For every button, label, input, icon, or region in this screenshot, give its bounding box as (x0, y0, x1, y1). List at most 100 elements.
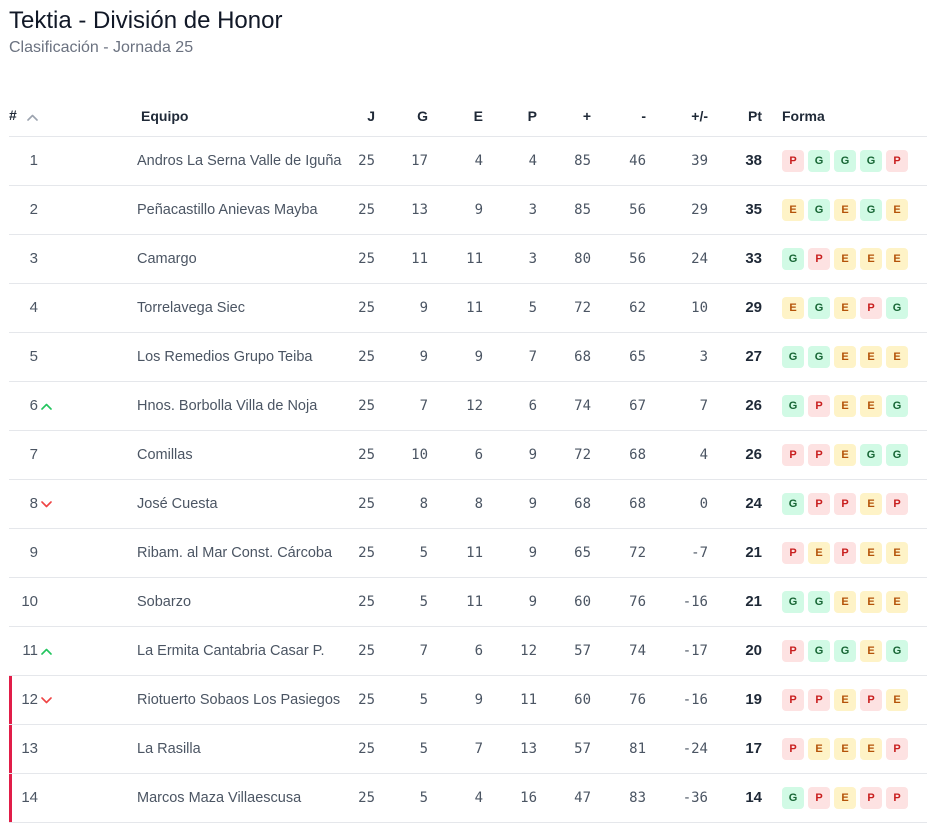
form-badge: G (834, 149, 856, 172)
team-name[interactable]: Riotuerto Sobaos Los Pasiegos (73, 675, 350, 725)
table-row[interactable]: 4 Torrelavega Siec 25 9 11 5 72 62 10 29 E G E P G (9, 283, 927, 333)
col-header-goals-for[interactable]: + (537, 96, 591, 137)
form-badge: G (782, 590, 804, 613)
won-cell: 5 (375, 528, 428, 578)
team-name[interactable]: Andros La Serna Valle de Iguña (73, 136, 350, 186)
table-row[interactable]: 14 Marcos Maza Villaescusa 25 5 4 16 47 83 -36 14… (9, 773, 927, 823)
goals-for-cell: 72 (537, 430, 591, 480)
form-badge: G (808, 639, 830, 662)
trend-up-icon (41, 648, 55, 655)
team-name[interactable]: Ribam. al Mar Const. Cárcoba (73, 528, 350, 578)
lost-cell: 4 (483, 136, 537, 186)
form-badge: E (834, 394, 856, 417)
col-header-points[interactable]: Pt (708, 96, 762, 137)
table-row[interactable]: 12 Riotuerto Sobaos Los Pasiegos 25 5 9 11 60 7… (9, 675, 927, 725)
won-cell: 5 (375, 773, 428, 823)
team-name[interactable]: Torrelavega Siec (73, 283, 350, 333)
table-row[interactable]: 3 Camargo 25 11 11 3 80 56 24 33 G P E E E (9, 234, 927, 284)
team-name[interactable]: Peñacastillo Anievas Mayba (73, 185, 350, 235)
goal-diff-cell: -7 (646, 528, 708, 578)
team-name[interactable]: Hnos. Borbolla Villa de Noja (73, 381, 350, 431)
won-cell: 5 (375, 724, 428, 774)
team-name[interactable]: La Rasilla (73, 724, 350, 774)
form-badge: E (782, 198, 804, 221)
form-badge: E (860, 541, 882, 564)
goals-against-cell: 68 (591, 479, 646, 529)
table-row[interactable]: 9 Ribam. al Mar Const. Cárcoba 25 5 11 9 65 72-… (9, 528, 927, 578)
lost-cell: 9 (483, 577, 537, 627)
page-subtitle: Clasificación - Jornada 25 (9, 39, 194, 56)
goals-against-cell: 74 (591, 626, 646, 676)
position-value: 11 (22, 642, 38, 659)
goals-against-cell: 76 (591, 675, 646, 725)
form-badge: P (808, 394, 830, 417)
form-badge: P (808, 247, 830, 270)
table-row[interactable]: 11 La Ermita Cantabria Casar P. 25 7 6 12 57 74… (9, 626, 927, 676)
form-badge: E (860, 639, 882, 662)
col-header-form[interactable]: Forma (762, 96, 927, 137)
lost-cell: 3 (483, 234, 537, 284)
table-row[interactable]: 2 Peñacastillo Anievas Mayba 25 13 9 3 85 56 29 3… (9, 185, 927, 235)
form-badge: P (808, 443, 830, 466)
won-cell: 9 (375, 283, 428, 333)
drawn-cell: 11 (428, 577, 483, 627)
lost-cell: 3 (483, 185, 537, 235)
col-header-team[interactable]: Equipo (73, 96, 350, 137)
col-header-played[interactable]: J (350, 96, 375, 137)
form-badge: G (782, 394, 804, 417)
team-name[interactable]: La Ermita Cantabria Casar P. (73, 626, 350, 676)
form-badge: P (886, 737, 908, 760)
form-badge: E (860, 247, 882, 270)
form-badge: P (782, 639, 804, 662)
points-cell: 26 (708, 430, 762, 480)
chevron-up-icon[interactable] (26, 108, 38, 124)
table-row[interactable]: 6 Hnos. Borbolla Villa de Noja 25 7 12 6 74 67 7… (9, 381, 927, 431)
col-header-goals-against[interactable]: - (591, 96, 646, 137)
table-row[interactable]: 13 La Rasilla 25 5 7 13 57 81 -24 17 P E E E P (9, 724, 927, 774)
team-name[interactable]: Marcos Maza Villaescusa (73, 773, 350, 823)
table-row[interactable]: 8 José Cuesta 25 8 8 9 68 68 0 24 G P P E P (9, 479, 927, 529)
col-header-position[interactable]: # (9, 96, 73, 137)
position-cell: 13 (9, 724, 73, 774)
position-value: 2 (29, 201, 38, 218)
form-badge: E (860, 590, 882, 613)
goal-diff-cell: 39 (646, 136, 708, 186)
col-header-won[interactable]: G (375, 96, 428, 137)
col-header-lost[interactable]: P (483, 96, 537, 137)
goals-for-cell: 60 (537, 675, 591, 725)
col-header-drawn[interactable]: E (428, 96, 483, 137)
drawn-cell: 4 (428, 773, 483, 823)
form-badge: E (834, 296, 856, 319)
won-cell: 13 (375, 185, 428, 235)
position-value: 6 (29, 397, 38, 414)
won-cell: 11 (375, 234, 428, 284)
table-header-row: # Equipo J G E P + - +/- Pt Forma (9, 96, 927, 137)
team-name[interactable]: Comillas (73, 430, 350, 480)
team-name[interactable]: José Cuesta (73, 479, 350, 529)
team-name[interactable]: Sobarzo (73, 577, 350, 627)
goals-for-cell: 68 (537, 332, 591, 382)
form-badge: E (834, 737, 856, 760)
team-name[interactable]: Los Remedios Grupo Teiba (73, 332, 350, 382)
team-name[interactable]: Camargo (73, 234, 350, 284)
table-row[interactable]: 10 Sobarzo 25 5 11 9 60 76 -16 21 G G E E E (9, 577, 927, 627)
table-row[interactable]: 7 Comillas 25 10 6 9 72 68 4 26 P P E G G (9, 430, 927, 480)
points-cell: 33 (708, 234, 762, 284)
points-cell: 19 (708, 675, 762, 725)
form-badge: G (782, 492, 804, 515)
table-row[interactable]: 5 Los Remedios Grupo Teiba 25 9 9 7 68 65 3 27 G G E… (9, 332, 927, 382)
lost-cell: 13 (483, 724, 537, 774)
trend-down-icon (41, 696, 55, 704)
goals-against-cell: 72 (591, 528, 646, 578)
played-cell: 25 (350, 773, 375, 823)
table-row[interactable]: 1 Andros La Serna Valle de Iguña 25 17 4 4 85 4… (9, 136, 927, 186)
lost-cell: 11 (483, 675, 537, 725)
col-header-goal-diff[interactable]: +/- (646, 96, 708, 137)
